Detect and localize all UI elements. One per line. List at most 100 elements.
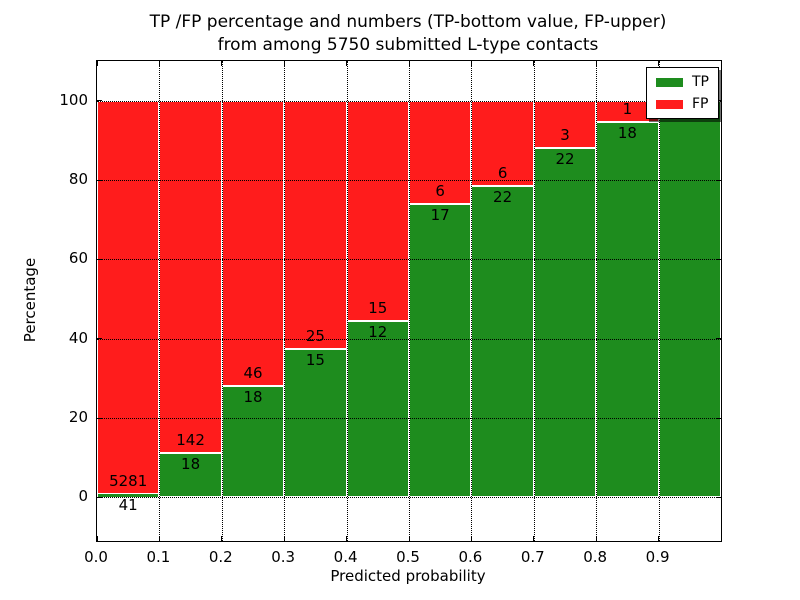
- y-tickmark-left: [97, 338, 102, 340]
- x-tick-label: 0.2: [208, 548, 233, 566]
- v-gridline: [284, 61, 286, 541]
- x-tickmark-top: [96, 61, 98, 66]
- bar-segment-fp: [409, 100, 472, 205]
- legend-label: FP: [692, 96, 709, 112]
- x-tickmark-bottom: [720, 536, 722, 541]
- bar-segment-fp: [97, 100, 160, 495]
- x-tick-label: 0.1: [146, 548, 171, 566]
- y-tickmark-left: [97, 179, 102, 181]
- x-tick-label: 0.7: [520, 548, 545, 566]
- x-axis-label: Predicted probability: [330, 567, 486, 585]
- bar-label-tp: 15: [305, 350, 325, 369]
- x-tickmark-top: [158, 61, 160, 66]
- bar-segment-tp: [159, 452, 222, 498]
- y-tick-label: 60: [68, 249, 88, 268]
- bar-segment-fp: [159, 100, 222, 453]
- bar-label-fp: 6: [497, 163, 508, 182]
- bar-segment-fp: [284, 100, 347, 349]
- y-tickmark-right: [716, 496, 721, 498]
- x-tickmark-top: [408, 61, 410, 66]
- bar-label-fp: 5281: [109, 472, 148, 491]
- bar-label-tp: 18: [617, 123, 637, 142]
- bar-label-tp: 12: [368, 323, 388, 342]
- bars-layer: [97, 61, 721, 541]
- x-tick-label: 0.8: [583, 548, 608, 566]
- bar-label-fp: 1: [622, 99, 633, 118]
- x-tickmark-top: [346, 61, 348, 66]
- bar-segment-tp: [658, 100, 721, 498]
- x-tickmark-bottom: [96, 536, 98, 541]
- y-tick-label: 40: [68, 328, 88, 347]
- y-tickmark-left: [97, 100, 102, 102]
- x-tickmark-bottom: [470, 536, 472, 541]
- bar-label-tp: 17: [430, 206, 450, 225]
- v-gridline: [409, 61, 410, 541]
- y-tickmark-right: [716, 338, 721, 340]
- x-tick-label: 0.4: [333, 548, 358, 566]
- x-tickmark-top: [720, 61, 722, 66]
- v-gridline: [533, 61, 535, 541]
- bar-segment-tp: [346, 321, 409, 498]
- x-tick-label: 0.0: [84, 548, 108, 566]
- x-tickmark-top: [470, 61, 472, 66]
- x-tickmark-bottom: [595, 536, 597, 541]
- x-tick-label: 0.3: [271, 548, 296, 566]
- legend-swatch-fp: [656, 99, 683, 109]
- x-tick-label: 0.9: [645, 548, 670, 566]
- ticks-layer: [96, 61, 722, 541]
- legend-swatch-tp: [656, 77, 683, 87]
- x-tickmark-bottom: [658, 536, 660, 541]
- bar-label-fp: 3: [560, 126, 570, 145]
- legend-entry-tp: TP: [656, 75, 709, 89]
- v-gridline: [596, 61, 598, 541]
- bar-label-tp: 22: [493, 187, 513, 206]
- x-tick-label: 0.5: [396, 548, 420, 566]
- x-tickmark-top: [221, 61, 223, 66]
- chart-title-line1: TP /FP percentage and numbers (TP-bottom…: [149, 12, 667, 32]
- bar-label-tp: 22: [555, 150, 575, 169]
- bar-segment-fp: [221, 100, 285, 386]
- bar-segment-tp: [596, 121, 659, 498]
- x-tickmark-bottom: [283, 536, 285, 541]
- x-tickmark-bottom: [221, 536, 223, 541]
- x-tickmark-top: [533, 61, 535, 66]
- v-gridline: [159, 61, 161, 541]
- y-tickmark-left: [97, 496, 102, 498]
- plot-area: 5281411421846182515151261762232211842 TP…: [96, 60, 722, 542]
- y-tick-label: 100: [59, 90, 88, 109]
- v-gridline: [471, 61, 473, 541]
- bar-label-fp: 15: [368, 299, 388, 318]
- chart-title: TP /FP percentage and numbers (TP-bottom…: [96, 11, 720, 57]
- bar-label-tp: 18: [181, 454, 201, 473]
- bar-segment-tp: [471, 185, 534, 498]
- x-tickmark-bottom: [158, 536, 160, 541]
- y-tickmark-right: [716, 417, 721, 419]
- legend: TP FP: [646, 67, 719, 119]
- x-tickmark-top: [283, 61, 285, 66]
- y-tickmark-left: [97, 417, 102, 419]
- v-gridline: [346, 61, 348, 541]
- y-tickmark-right: [716, 258, 721, 260]
- x-tickmark-bottom: [533, 536, 535, 541]
- grid-layer: [97, 61, 721, 541]
- x-tickmark-top: [595, 61, 597, 66]
- y-tick-label: 0: [78, 487, 88, 506]
- bar-label-tp: 18: [243, 387, 263, 406]
- legend-entry-fp: FP: [656, 97, 709, 111]
- bar-label-tp: 41: [118, 496, 138, 515]
- bar-segment-tp: [533, 148, 597, 498]
- x-tickmark-top: [658, 61, 660, 66]
- y-tickmark-right: [716, 179, 721, 181]
- y-tickmark-left: [97, 258, 102, 260]
- chart-title-line2: from among 5750 submitted L-type contact…: [217, 35, 599, 55]
- bar-label-fp: 142: [176, 430, 205, 449]
- x-tick-label: 0.6: [458, 548, 483, 566]
- bar-label-fp: 46: [243, 363, 263, 382]
- y-tick-label: 80: [68, 170, 88, 188]
- v-gridline: [221, 61, 223, 541]
- v-gridline: [658, 61, 660, 541]
- bar-segment-tp: [409, 204, 472, 498]
- x-tickmark-bottom: [346, 536, 348, 541]
- bar-label-fp: 25: [305, 326, 325, 345]
